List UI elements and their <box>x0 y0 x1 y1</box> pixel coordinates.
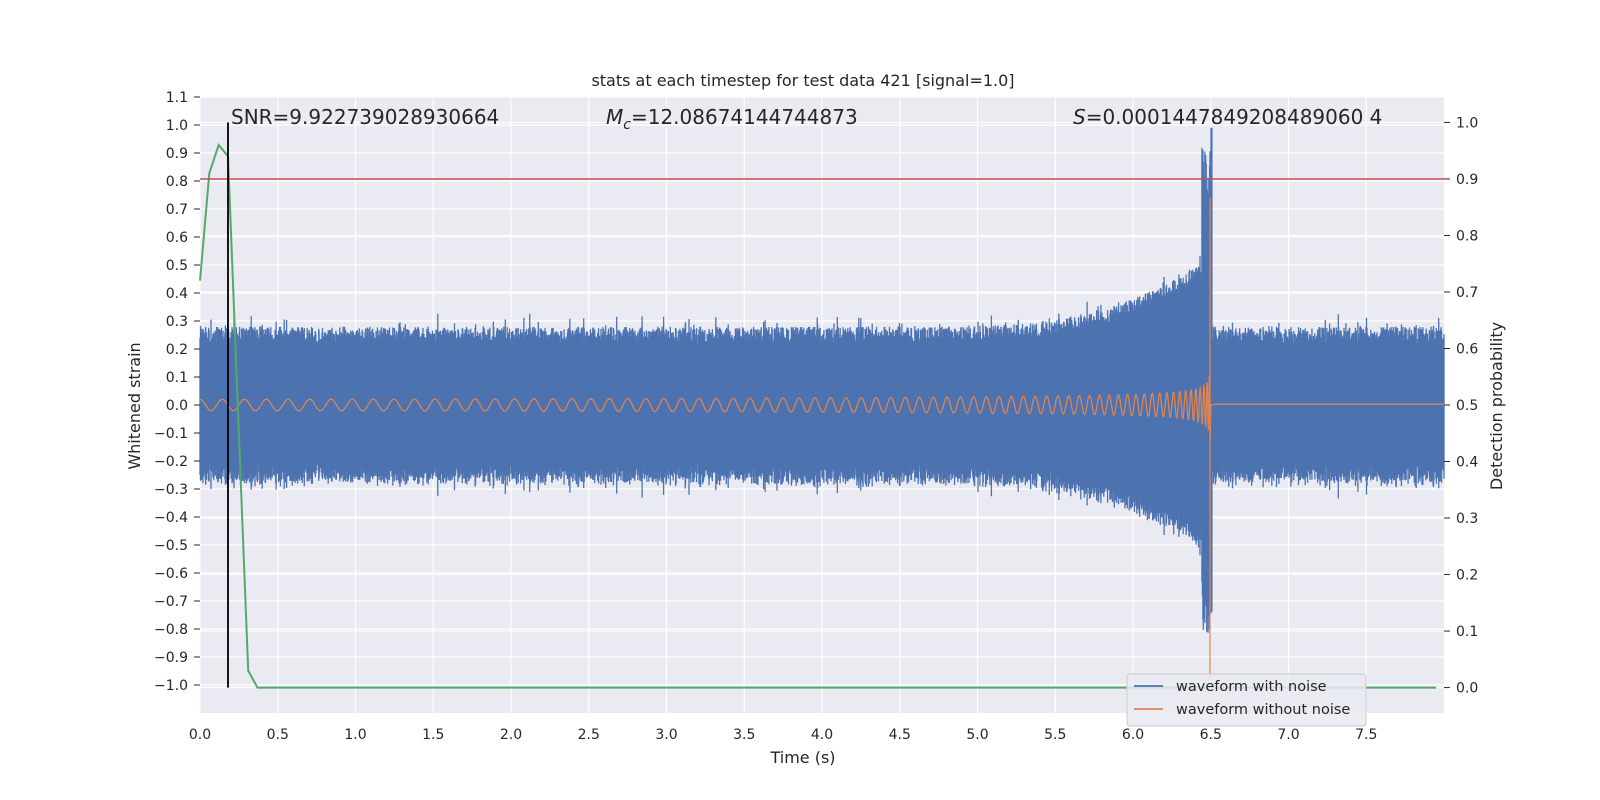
clean-waveform-path <box>200 197 1444 680</box>
series-waveform-with-noise <box>199 127 1445 633</box>
y-axis-label: Whitened strain <box>125 342 144 469</box>
x-tick-label: 1.5 <box>422 727 444 743</box>
y2-tick-label: 0.0 <box>1456 681 1478 697</box>
y-tick-label: −0.9 <box>154 650 188 666</box>
y2-axis-ticks: 1.0 0.9 0.8 0.7 0.6 0.5 0.4 0.3 0.2 0.1 0.0 <box>1444 115 1478 697</box>
x-tick-label: 5.0 <box>966 727 988 743</box>
s-annotation: S=0.0001447849208489060 4 <box>1073 105 1382 129</box>
y2-tick-label: 0.6 <box>1456 341 1478 357</box>
y-tick-label: 0.3 <box>166 314 188 330</box>
y2-tick-label: 1.0 <box>1456 115 1478 131</box>
y-tick-label: 0.7 <box>166 202 188 218</box>
y2-axis-label: Detection probability <box>1487 322 1506 490</box>
y-tick-label: −0.3 <box>154 482 188 498</box>
y-tick-label: 0.5 <box>166 258 188 274</box>
s-value: =0.0001447849208489060 4 <box>1086 105 1383 129</box>
y-tick-label: 0.4 <box>166 286 188 302</box>
legend: waveform with noise waveform without noi… <box>1126 673 1367 727</box>
x-tick-label: 2.5 <box>578 727 600 743</box>
y2-tick-label: 0.1 <box>1456 624 1478 640</box>
series-waveform-without-noise <box>200 197 1444 680</box>
y-tick-label: 0.8 <box>166 174 188 190</box>
y-tick-label: −0.8 <box>154 622 188 638</box>
y2-tick-label: 0.4 <box>1456 455 1478 471</box>
x-tick-label: 3.5 <box>733 727 755 743</box>
y2-tick-label: 0.2 <box>1456 568 1478 584</box>
y-tick-label: −0.2 <box>154 454 188 470</box>
y-tick-label: 0.1 <box>166 370 188 386</box>
x-tick-label: 5.5 <box>1044 727 1066 743</box>
x-tick-label: 4.0 <box>811 727 833 743</box>
x-axis-ticks: 0.0 0.5 1.0 1.5 2.0 2.5 3.0 3.5 4.0 4.5 5.0 5.5 6.0 6… <box>189 727 1378 743</box>
probability-path <box>199 142 1437 689</box>
x-axis-label: Time (s) <box>769 748 835 767</box>
legend-label-noise: waveform with noise <box>1176 679 1327 695</box>
x-tick-label: 3.0 <box>655 727 677 743</box>
y2-tick-label: 0.5 <box>1456 398 1478 414</box>
y-tick-label: 1.1 <box>166 90 188 106</box>
x-tick-label: 1.0 <box>344 727 366 743</box>
legend-label-clean: waveform without noise <box>1176 702 1350 718</box>
y-tick-label: −0.1 <box>154 426 188 442</box>
reference-lines <box>200 122 1444 688</box>
y-axis-ticks: 1.1 1.0 0.9 0.8 0.7 0.6 0.5 0.4 0.3 0.2 0.1 0.0 −0.1… <box>154 90 200 694</box>
x-tick-label: 6.5 <box>1200 727 1222 743</box>
snr-annotation: SNR=9.922739028930664 <box>231 105 499 129</box>
y-tick-label: −1.0 <box>154 678 188 694</box>
chirp-mass-symbol: M <box>606 105 623 129</box>
x-tick-label: 4.5 <box>889 727 911 743</box>
x-tick-label: 6.0 <box>1122 727 1144 743</box>
y-tick-label: 1.0 <box>166 118 188 134</box>
y-tick-label: −0.6 <box>154 566 188 582</box>
chirp-mass-annotation: Mc=12.08674144744873 <box>606 105 858 133</box>
y2-tick-label: 0.3 <box>1456 511 1478 527</box>
legend-box <box>1126 673 1367 727</box>
x-tick-label: 2.0 <box>500 727 522 743</box>
y-tick-label: 0.2 <box>166 342 188 358</box>
chart-title: stats at each timestep for test data 421… <box>591 71 1014 90</box>
x-tick-label: 7.0 <box>1277 727 1299 743</box>
y2-tick-label: 0.7 <box>1456 285 1478 301</box>
y-tick-label: 0.9 <box>166 146 188 162</box>
y-tick-label: 0.0 <box>166 398 188 414</box>
chirp-mass-value: =12.08674144744873 <box>631 105 858 129</box>
x-tick-label: 0.0 <box>189 727 211 743</box>
y-tick-label: −0.5 <box>154 538 188 554</box>
series-detection-probability <box>199 142 1437 689</box>
x-tick-label: 7.5 <box>1355 727 1377 743</box>
y-tick-label: 0.6 <box>166 230 188 246</box>
y-tick-label: −0.7 <box>154 594 188 610</box>
chirp-mass-subscript: c <box>623 117 631 133</box>
x-tick-label: 0.5 <box>267 727 289 743</box>
y2-tick-label: 0.8 <box>1456 228 1478 244</box>
y2-tick-label: 0.9 <box>1456 172 1478 188</box>
noise-waveform-path <box>199 127 1445 633</box>
s-symbol: S <box>1073 105 1086 129</box>
y-tick-label: −0.4 <box>154 510 188 526</box>
